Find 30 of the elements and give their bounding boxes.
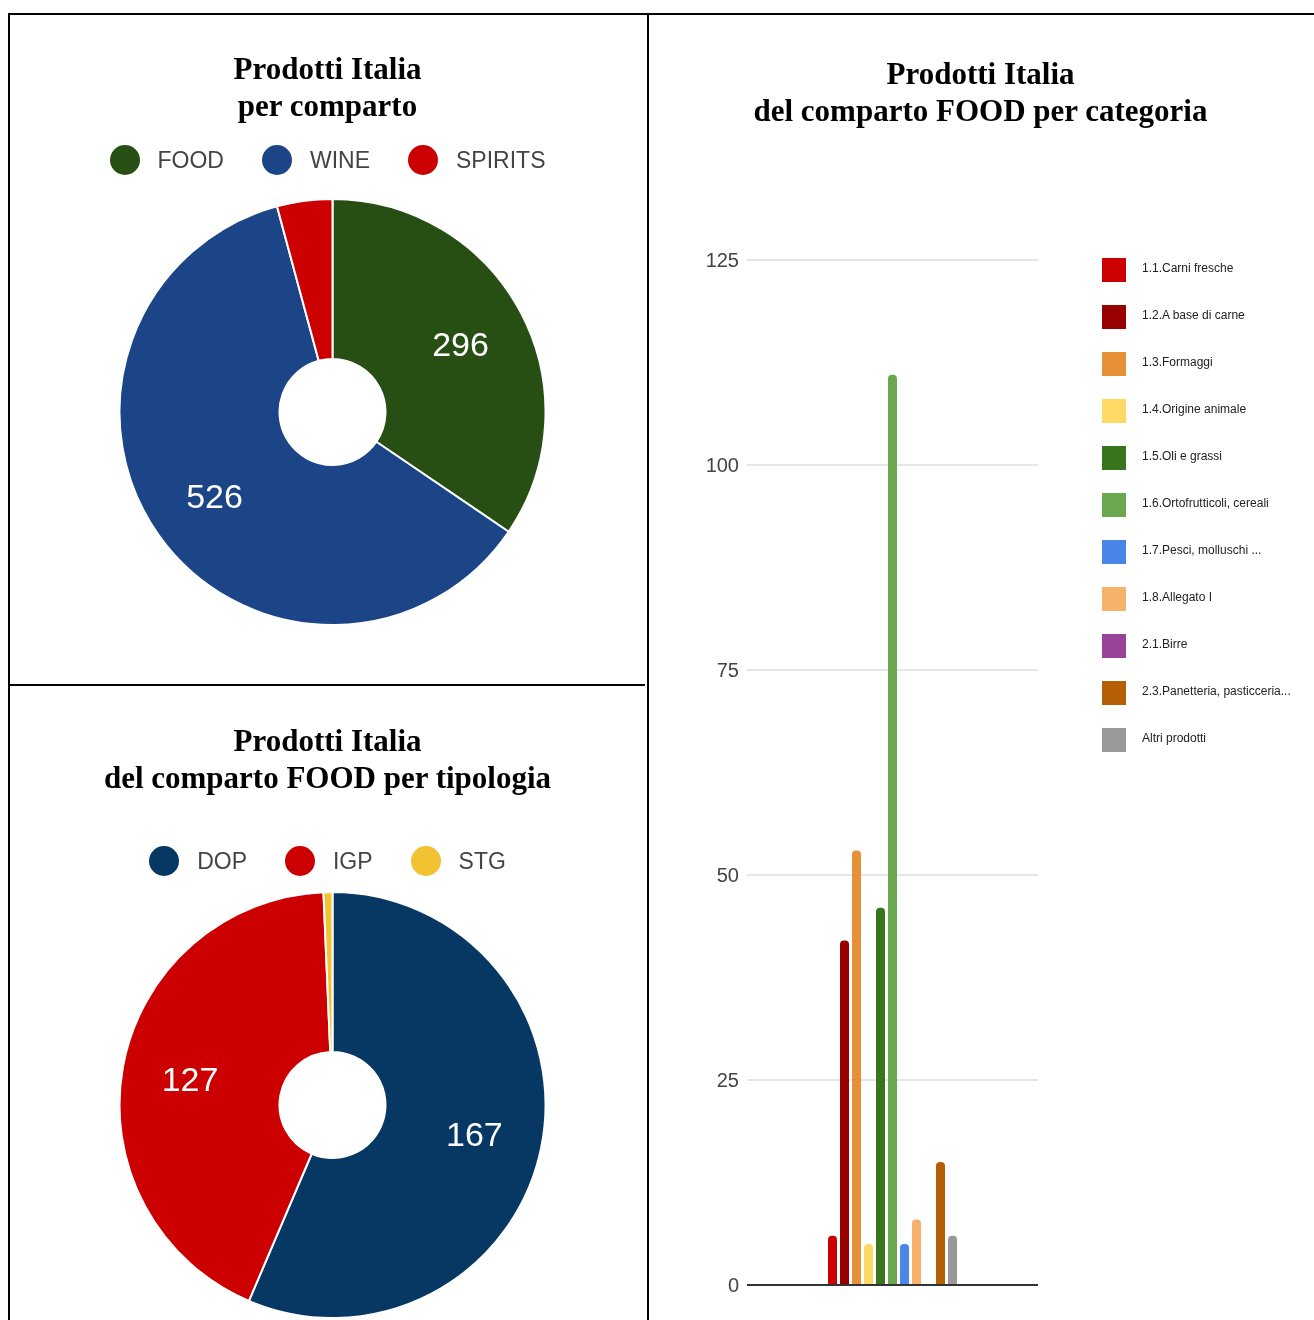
legend-label: WINE <box>309 146 371 174</box>
chart-title: Prodotti Italia del comparto FOOD per tipologia <box>102 722 553 796</box>
y-tick-label: 125 <box>705 249 739 272</box>
legend-label: 2.3.Panetteria, pasticceria... <box>1142 683 1292 698</box>
legend-label: 1.2.A base di carne <box>1142 307 1246 322</box>
legend-label: 1.5.Oli e grassi <box>1142 448 1224 463</box>
y-tick-label: 0 <box>727 1274 739 1297</box>
legend-label: IGP <box>332 847 373 875</box>
data-label: 296 <box>432 325 489 364</box>
legend-label: 1.8.Allegato I <box>1142 589 1214 604</box>
chart-title: Prodotti Italia per comparto <box>232 50 423 124</box>
legend-label: 1.4.Origine animale <box>1142 401 1248 416</box>
data-label: 127 <box>161 1060 219 1099</box>
legend-label: FOOD <box>157 146 224 174</box>
chart-title: Prodotti Italia del comparto FOOD per categoria <box>752 55 1209 129</box>
y-tick-label: 100 <box>705 454 739 477</box>
data-label: 526 <box>186 477 243 516</box>
legend-label: DOP <box>197 847 247 875</box>
y-tick-label: 50 <box>716 864 739 887</box>
data-label: 167 <box>446 1115 503 1154</box>
y-tick-label: 25 <box>716 1069 739 1092</box>
legend-label: 1.3.Formaggi <box>1142 354 1214 369</box>
legend-label: 1.7.Pesci, molluschi ... <box>1142 542 1263 557</box>
y-tick-label: 75 <box>716 659 739 682</box>
legend-label: 1.1.Carni fresche <box>1142 260 1235 275</box>
legend-label: SPIRITS <box>456 146 546 174</box>
legend-label: STG <box>458 847 506 875</box>
legend-label: 2.1.Birre <box>1142 636 1189 651</box>
legend-label: 1.6.Ortofrutticoli, cereali <box>1142 495 1270 510</box>
legend-label: Altri prodotti <box>1142 730 1208 745</box>
